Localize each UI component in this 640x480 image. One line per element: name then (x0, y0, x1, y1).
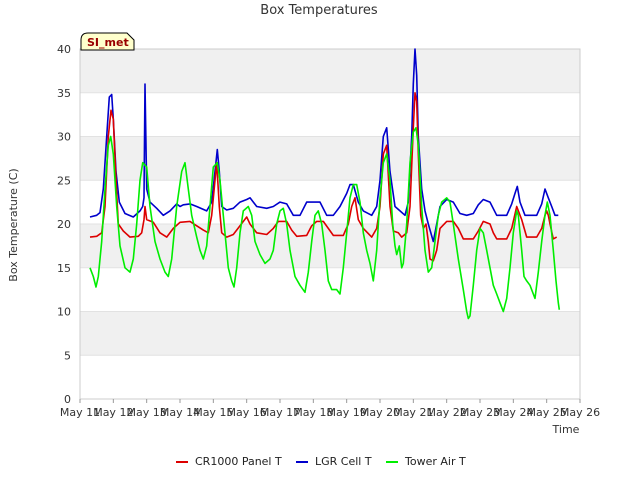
plot-bands (80, 49, 580, 356)
x-tick-label: May 24 (493, 406, 533, 419)
x-tick-label: May 13 (127, 406, 167, 419)
y-tick-label: 5 (64, 349, 71, 362)
x-tick-label: May 14 (160, 406, 200, 419)
y-axis-ticks: 0 5 10 15 20 25 30 35 40 (57, 43, 71, 406)
x-tick-label: May 16 (227, 406, 267, 419)
station-label-background (80, 32, 135, 51)
x-tick-label: May 26 (560, 406, 600, 419)
x-tick-label: May 12 (93, 406, 133, 419)
x-tick-label: May 11 (60, 406, 100, 419)
series-line-tower-air-t (89, 127, 561, 320)
station-label-box: SI_met (80, 32, 135, 51)
x-tick-label: May 18 (293, 406, 333, 419)
chart-title: Box Temperatures (260, 3, 378, 18)
x-axis-title: Time (552, 423, 580, 436)
legend-label: LGR Cell T (315, 455, 372, 468)
legend: CR1000 Panel T LGR Cell T Tower Air T (176, 455, 466, 468)
plot-band (80, 136, 580, 181)
x-tick-label: May 17 (260, 406, 300, 419)
y-tick-label: 0 (64, 393, 71, 406)
x-tick-label: May 23 (460, 406, 500, 419)
y-axis-title: Box Temperature (C) (7, 168, 20, 281)
plot-band (80, 311, 580, 356)
plot-band (80, 49, 580, 93)
series-line-cr1000-panel-t (89, 92, 558, 262)
x-tick-label: May 25 (527, 406, 567, 419)
y-tick-label: 35 (57, 87, 71, 100)
legend-label: Tower Air T (404, 455, 466, 468)
x-tick-label: May 21 (393, 406, 433, 419)
station-label: SI_met (87, 36, 129, 49)
x-tick-label: May 15 (193, 406, 233, 419)
x-tick-label: May 19 (327, 406, 367, 419)
y-tick-label: 25 (57, 174, 71, 187)
series-line-lgr-cell-t (89, 48, 559, 243)
y-tick-label: 40 (57, 43, 71, 56)
series-lines (89, 48, 561, 320)
y-tick-label: 15 (57, 262, 71, 275)
y-tick-label: 30 (57, 131, 71, 144)
legend-label: CR1000 Panel T (195, 455, 282, 468)
y-tick-label: 10 (57, 306, 71, 319)
x-tick-label: May 20 (360, 406, 400, 419)
plot-frame (79, 48, 581, 400)
x-tick-label: May 22 (427, 406, 467, 419)
y-tick-label: 20 (57, 218, 71, 231)
